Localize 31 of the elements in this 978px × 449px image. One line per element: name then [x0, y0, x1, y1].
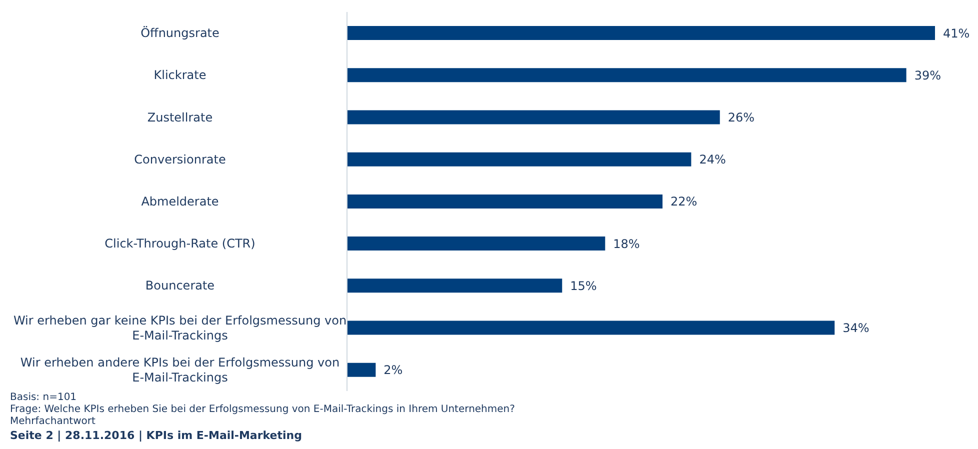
y-tick-label: Klickrate: [154, 68, 206, 82]
data-label: 34%: [842, 321, 870, 336]
bar: [347, 278, 562, 293]
bar: [347, 194, 663, 208]
data-label: 26%: [728, 110, 755, 124]
y-tick-label: Wir erheben gar keine KPIs bei der Erfolgsmessung von E-Mail-Trackings: [13, 313, 347, 342]
bar: [347, 152, 692, 166]
bar: [347, 236, 606, 251]
y-tick-label: Click-Through-Rate (CTR): [104, 236, 256, 251]
y-tick-label: Zustellrate: [147, 110, 213, 124]
text: Frage: Welche KPIs erheben Sie bei der Erfolgsmessung von E-Mail-Trackings in Ihrem Unternehmen?: [10, 404, 515, 416]
data-label: 15%: [570, 278, 597, 293]
bar: [347, 110, 720, 124]
data-label: 41%: [943, 26, 970, 40]
data-label: 18%: [613, 236, 640, 251]
data-label: 39%: [914, 68, 941, 82]
bar: [347, 68, 906, 82]
text: Mehrfachantwort: [10, 416, 96, 428]
y-tick-label: Bouncerate: [145, 278, 215, 293]
bar: [347, 362, 376, 377]
y-tick-label: Öffnungsrate: [140, 26, 220, 40]
text: Seite 2 | 28.11.2016 | KPIs im E-Mail-Marketing: [10, 429, 302, 442]
y-tick-label: Conversionrate: [134, 152, 226, 166]
y-tick-label: Abmelderate: [141, 194, 219, 208]
data-label: 22%: [670, 194, 698, 209]
data-label: 24%: [699, 152, 726, 167]
data-label: 2%: [384, 363, 403, 378]
bar: [347, 26, 935, 40]
text: Basis: n=101: [10, 392, 78, 404]
bar: [347, 320, 835, 335]
y-tick-label: Wir erheben andere KPIs bei der Erfolgsmessung von E-Mail-Trackings: [20, 355, 340, 384]
